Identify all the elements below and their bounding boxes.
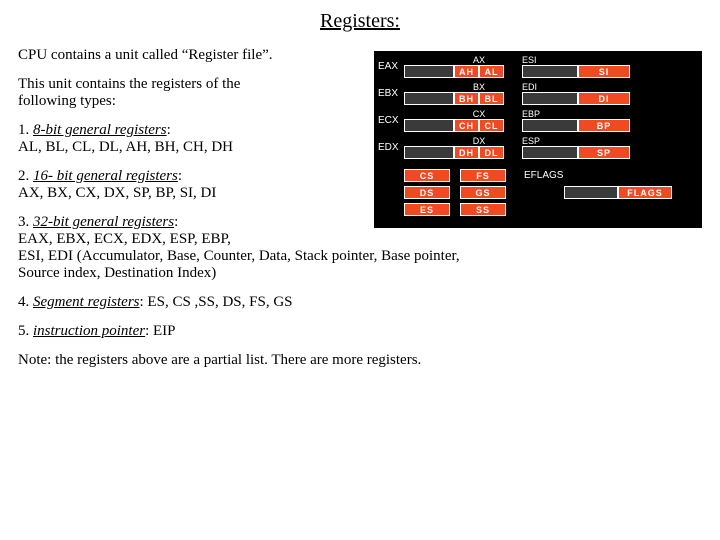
left-column: CPU contains a unit called “Register fil… [18, 47, 348, 202]
reg32r-high [522, 146, 578, 159]
section-4: 4. Segment registers: ES, CS ,SS, DS, FS… [18, 294, 702, 311]
left32-pad [404, 55, 454, 78]
reg8h-col: CXCHCL [454, 109, 504, 132]
intro-2b: following types: [18, 93, 116, 109]
reg8h-col: AXAHAL [454, 55, 504, 78]
reg16r-cell: DI [578, 92, 630, 105]
reg32r-label: ESI [522, 55, 630, 64]
reg32-high-half [404, 92, 454, 105]
right-col: ESISI [522, 55, 630, 78]
intro-1: CPU contains a unit called “Register fil… [18, 47, 348, 64]
eflags-high [564, 186, 618, 199]
intro-2: This unit contains the registers of the … [18, 76, 348, 110]
reg32-label: EAX [378, 61, 404, 72]
reg8l-cell: AL [479, 65, 504, 78]
sec3-body2: ESI, EDI (Accumulator, Base, Counter, Da… [18, 248, 460, 264]
eflags-label: EFLAGS [524, 170, 564, 181]
sec5-num: 5. [18, 323, 33, 339]
reg32-label: EBX [378, 88, 404, 99]
reg16-label: BX [454, 82, 504, 91]
section-2: 2. 16- bit general registers: AX, BX, CX… [18, 168, 348, 202]
gp-row: EBX BXBHBL EDIDI [378, 82, 698, 105]
sec2-num: 2. [18, 168, 33, 184]
reg8h-col: DXDHDL [454, 136, 504, 159]
reg8h-col: BXBHBL [454, 82, 504, 105]
seg-cell-a: DS [404, 186, 450, 199]
reg32-high-half [404, 119, 454, 132]
gp-row: EAX AXAHAL ESISI [378, 55, 698, 78]
sec5-rest: : EIP [145, 323, 175, 339]
sec1-colon: : [167, 122, 171, 138]
reg32r-high [522, 92, 578, 105]
left32-pad [404, 82, 454, 105]
section-1: 1. 8-bit general registers: AL, BL, CL, … [18, 122, 348, 156]
sec3-colon: : [174, 214, 178, 230]
reg8l-cell: CL [479, 119, 504, 132]
reg16-label: DX [454, 136, 504, 145]
sec1-heading: 8-bit general registers [33, 122, 167, 138]
reg32-high-half [404, 65, 454, 78]
register-diagram: EAX AXAHAL ESISI EBX BXBHBL EDIDI ECX CXCHCL… [374, 51, 702, 228]
seg-cell-a: CS [404, 169, 450, 182]
sec3-body1: EAX, EBX, ECX, EDX, ESP, EBP, [18, 231, 231, 247]
reg8h-cell: DH [454, 146, 479, 159]
left32-pad [404, 109, 454, 132]
left32-pad [404, 136, 454, 159]
right-col: EBPBP [522, 109, 630, 132]
seg-cell-b: GS [460, 186, 506, 199]
reg32r-label: ESP [522, 136, 630, 145]
seg-row: CS FS EFLAGS [378, 169, 698, 182]
top-section: CPU contains a unit called “Register fil… [18, 47, 702, 202]
reg8l-cell: BL [479, 92, 504, 105]
section-5: 5. instruction pointer: EIP [18, 323, 702, 340]
right-col: EDIDI [522, 82, 630, 105]
sec3-heading: 32-bit general registers [33, 214, 174, 230]
seg-cell-b: FS [460, 169, 506, 182]
reg16r-cell: SP [578, 146, 630, 159]
intro-2a: This unit contains the registers of the [18, 76, 240, 92]
title-text: Registers: [320, 10, 400, 32]
reg16r-cell: SI [578, 65, 630, 78]
seg-cell-b: SS [460, 203, 506, 216]
sec5-heading: instruction pointer [33, 323, 145, 339]
sec4-rest: : ES, CS ,SS, DS, FS, GS [140, 294, 293, 310]
gp-row: ECX CXCHCL EBPBP [378, 109, 698, 132]
sec2-body: AX, BX, CX, DX, SP, BP, SI, DI [18, 185, 216, 201]
reg8h-cell: AH [454, 65, 479, 78]
reg32-label: EDX [378, 142, 404, 153]
gp-rows: EAX AXAHAL ESISI EBX BXBHBL EDIDI ECX CXCHCL… [378, 55, 698, 159]
reg16-label: AX [454, 55, 504, 64]
gp-row: EDX DXDHDL ESPSP [378, 136, 698, 159]
reg8h-cell: CH [454, 119, 479, 132]
sec1-body: AL, BL, CL, DL, AH, BH, CH, DH [18, 139, 233, 155]
reg32-label: ECX [378, 115, 404, 126]
flags-cell: FLAGS [618, 186, 672, 199]
seg-row: ES SS [378, 203, 698, 216]
reg8h-cell: BH [454, 92, 479, 105]
sec1-num: 1. [18, 122, 33, 138]
seg-rows: CS FS EFLAGS DS GS FLAGS ES SS [378, 169, 698, 216]
sec4-heading: Segment registers [33, 294, 140, 310]
seg-cell-a: ES [404, 203, 450, 216]
reg32r-label: EBP [522, 109, 630, 118]
seg-row: DS GS FLAGS [378, 186, 698, 199]
reg32r-label: EDI [522, 82, 630, 91]
reg32-high-half [404, 146, 454, 159]
sec2-colon: : [178, 168, 182, 184]
reg32r-high [522, 119, 578, 132]
sec3-num: 3. [18, 214, 33, 230]
sec4-num: 4. [18, 294, 33, 310]
note: Note: the registers above are a partial … [18, 352, 702, 369]
reg16-label: CX [454, 109, 504, 118]
reg8l-cell: DL [479, 146, 504, 159]
reg16r-cell: BP [578, 119, 630, 132]
right-col: ESPSP [522, 136, 630, 159]
sec2-heading: 16- bit general registers [33, 168, 178, 184]
sec3-body3: Source index, Destination Index) [18, 265, 216, 281]
reg32r-high [522, 65, 578, 78]
page-title: Registers: [18, 10, 702, 33]
